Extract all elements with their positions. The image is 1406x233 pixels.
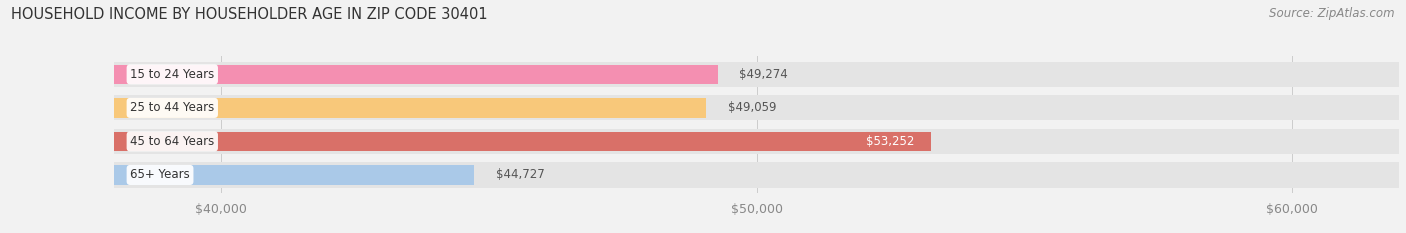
Text: $49,059: $49,059 (727, 101, 776, 114)
Text: 45 to 64 Years: 45 to 64 Years (131, 135, 214, 148)
Text: HOUSEHOLD INCOME BY HOUSEHOLDER AGE IN ZIP CODE 30401: HOUSEHOLD INCOME BY HOUSEHOLDER AGE IN Z… (11, 7, 488, 22)
Bar (114, 95, 1399, 120)
Text: 15 to 24 Years: 15 to 24 Years (131, 68, 214, 81)
Bar (114, 132, 931, 151)
Text: 25 to 44 Years: 25 to 44 Years (131, 101, 214, 114)
Text: $53,252: $53,252 (866, 135, 914, 148)
Text: $49,274: $49,274 (740, 68, 787, 81)
Bar (114, 165, 474, 185)
Bar (114, 162, 1399, 188)
Text: 65+ Years: 65+ Years (131, 168, 190, 182)
Bar (114, 129, 1399, 154)
Bar (114, 62, 1399, 87)
Bar (114, 98, 706, 118)
Text: Source: ZipAtlas.com: Source: ZipAtlas.com (1270, 7, 1395, 20)
Text: $44,727: $44,727 (496, 168, 544, 182)
Bar (114, 65, 717, 84)
